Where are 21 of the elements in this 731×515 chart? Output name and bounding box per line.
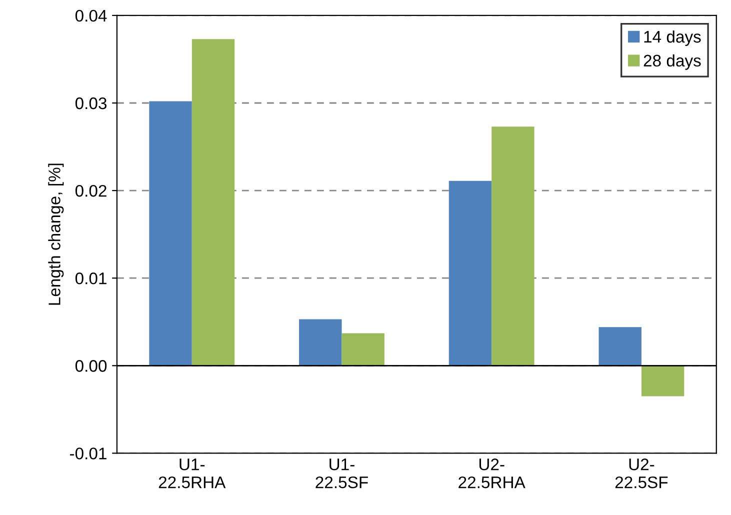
y-tick-label: -0.01 bbox=[70, 448, 106, 460]
bar bbox=[598, 327, 642, 366]
y-tick-label: 0.03 bbox=[75, 97, 107, 110]
bar bbox=[299, 319, 342, 366]
bar bbox=[641, 366, 684, 396]
legend-label: 14 days bbox=[644, 30, 701, 46]
y-tick-label: 0.01 bbox=[75, 272, 106, 284]
bar bbox=[149, 101, 192, 366]
y-tick-label: 0.00 bbox=[75, 360, 107, 372]
bar bbox=[492, 126, 534, 366]
x-tick-label: U1- 22.5RHA bbox=[158, 458, 226, 488]
x-tick-label: U2- 22.5RHA bbox=[458, 458, 526, 488]
x-tick-label: U2- 22.5SF bbox=[615, 458, 668, 488]
bar bbox=[448, 180, 492, 366]
bar bbox=[192, 39, 235, 366]
y-tick-label: 0.04 bbox=[75, 10, 107, 22]
x-tick-label: U1- 22.5SF bbox=[316, 458, 368, 488]
bar bbox=[342, 333, 384, 366]
legend-label: 28 days bbox=[644, 54, 701, 70]
y-tick-label: 0.02 bbox=[75, 184, 106, 197]
y-axis-title: Length change, [%] bbox=[48, 164, 64, 305]
